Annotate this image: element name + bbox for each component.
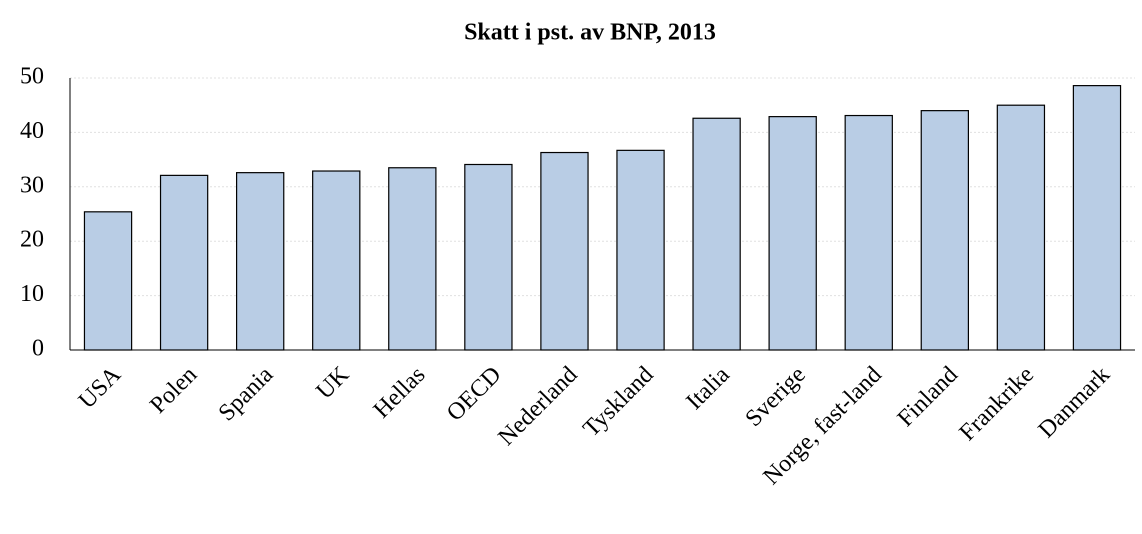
x-tick-label: OECD xyxy=(442,362,507,427)
bar xyxy=(312,170,361,351)
bar xyxy=(844,114,893,351)
x-tick-label: Italia xyxy=(681,362,735,416)
bar xyxy=(616,149,665,351)
y-tick-label: 0 xyxy=(32,336,44,362)
y-tick-label: 10 xyxy=(20,281,44,307)
bar xyxy=(692,117,741,351)
x-tick-label: Tyskland xyxy=(578,362,658,442)
x-tick-label: UK xyxy=(311,361,354,404)
bar xyxy=(235,172,285,351)
bar xyxy=(1072,85,1122,351)
bar xyxy=(388,167,437,351)
bar xyxy=(920,110,970,351)
x-tick-label: Polen xyxy=(145,362,202,419)
y-tick-label: 20 xyxy=(20,227,44,253)
x-tick-label: Finland xyxy=(893,362,963,432)
x-tick-label: Danmark xyxy=(1034,362,1116,444)
x-tick-label: Hellas xyxy=(369,362,431,424)
x-tick-label: USA xyxy=(74,361,127,414)
y-tick-label: 30 xyxy=(20,172,44,198)
bar xyxy=(159,174,209,351)
x-tick-label: Sverige xyxy=(741,362,811,432)
bar xyxy=(464,163,513,351)
x-tick-label: Nederland xyxy=(494,362,583,451)
x-tick-label: Spania xyxy=(214,362,279,427)
y-tick-label: 40 xyxy=(20,118,44,144)
y-tick-label: 50 xyxy=(20,64,44,90)
chart-title: Skatt i pst. av BNP, 2013 xyxy=(464,20,716,46)
bar xyxy=(768,116,817,351)
x-tick-label: Frankrike xyxy=(955,362,1039,446)
bar xyxy=(540,151,589,351)
bar xyxy=(83,211,133,351)
bar xyxy=(996,104,1046,351)
